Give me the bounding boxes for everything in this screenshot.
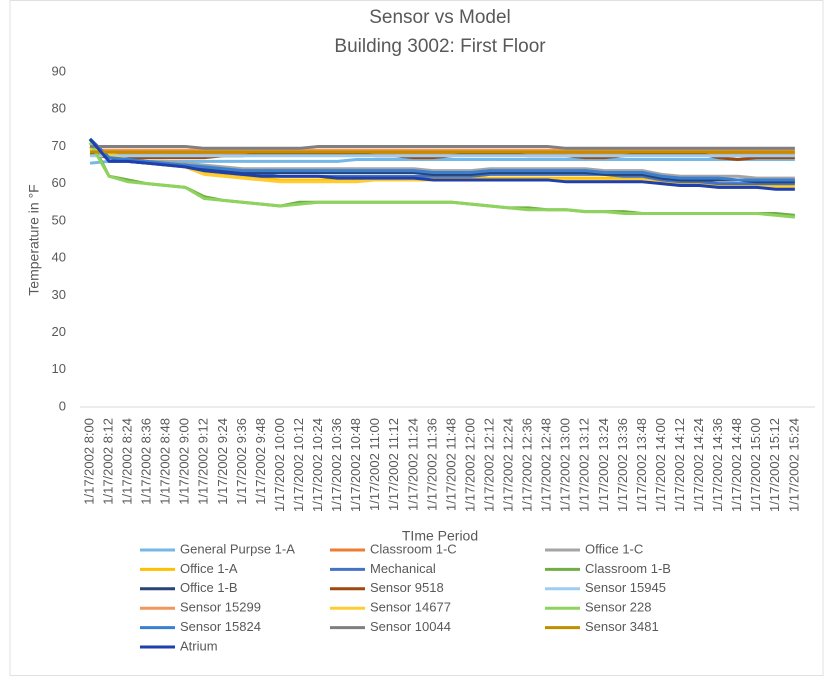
legend-label: Mechanical: [370, 561, 436, 576]
x-tick-label: 1/17/2002 10:24: [310, 418, 325, 512]
x-tick-label: 1/17/2002 11:00: [367, 418, 382, 511]
y-tick-label: 50: [52, 212, 66, 227]
x-tick-label: 1/17/2002 12:12: [481, 418, 496, 512]
x-tick-label: 1/17/2002 10:12: [291, 418, 306, 512]
x-tick-label: 1/17/2002 9:24: [215, 418, 230, 505]
series-line: [88, 137, 795, 184]
y-axis-label: Temperature in °F: [26, 184, 42, 295]
x-tick-label: 1/17/2002 9:36: [234, 418, 249, 505]
x-tick-label: 1/17/2002 8:36: [139, 418, 154, 505]
x-tick-label: 1/17/2002 12:36: [520, 418, 535, 512]
x-tick-label: 1/17/2002 13:48: [634, 418, 649, 512]
chart-frame: [9, 0, 824, 676]
y-tick-label: 20: [52, 324, 66, 339]
chart-subtitle: Building 3002: First Floor: [334, 36, 546, 57]
legend-label: Sensor 15945: [585, 580, 666, 595]
x-tick-label: 1/17/2002 9:12: [196, 418, 211, 505]
x-tick-label: 1/17/2002 12:48: [539, 418, 554, 512]
x-tick-label: 1/17/2002 11:12: [386, 418, 401, 511]
x-tick-label: 1/17/2002 13:00: [558, 418, 573, 512]
legend-label: Sensor 10044: [370, 619, 451, 634]
x-tick-label: 1/17/2002 12:00: [462, 418, 477, 512]
legend-label: Sensor 14677: [370, 600, 451, 615]
legend-label: Sensor 3481: [585, 619, 659, 634]
x-tick-label: 1/17/2002 12:24: [501, 418, 516, 512]
x-tick-label: 1/17/2002 9:00: [177, 418, 192, 505]
legend-label: Sensor 15824: [180, 619, 261, 634]
x-tick-label: 1/17/2002 8:24: [120, 418, 135, 505]
legend-label: Classroom 1-C: [370, 541, 457, 556]
x-tick-label: 1/17/2002 10:36: [329, 418, 344, 512]
x-tick-label: 1/17/2002 15:24: [786, 418, 801, 512]
legend-label: Sensor 15299: [180, 600, 261, 615]
series-line: [89, 145, 795, 188]
y-tick-label: 90: [52, 63, 66, 78]
x-tick-label: 1/17/2002 13:36: [615, 418, 630, 512]
legend-label: Office 1-A: [180, 561, 238, 576]
x-tick-label: 1/17/2002 13:12: [577, 418, 592, 512]
legend-label: Sensor 9518: [370, 580, 444, 595]
legend-label: Atrium: [180, 638, 218, 653]
legend-label: Classroom 1-B: [585, 561, 671, 576]
x-tick-label: 1/17/2002 10:48: [348, 418, 363, 512]
y-tick-label: 0: [59, 398, 66, 413]
legend-label: Office 1-B: [180, 580, 238, 595]
legend-label: Sensor 228: [585, 600, 652, 615]
y-tick-label: 60: [52, 175, 66, 190]
x-tick-label: 1/17/2002 11:24: [405, 418, 420, 511]
x-axis-label: TIme Period: [402, 528, 478, 544]
x-tick-label: 1/17/2002 8:48: [158, 418, 173, 505]
x-tick-label: 1/17/2002 14:48: [729, 418, 744, 512]
y-tick-label: 30: [52, 287, 66, 302]
y-tick-label: 10: [52, 361, 66, 376]
series-line: [88, 138, 795, 191]
x-tick-label: 1/17/2002 15:00: [748, 418, 763, 512]
series-line: [88, 137, 795, 182]
x-tick-label: 1/17/2002 14:24: [691, 418, 706, 512]
y-tick-label: 70: [52, 138, 66, 153]
series-line: [89, 145, 795, 180]
x-tick-label: 1/17/2002 8:00: [81, 418, 96, 505]
y-tick-label: 80: [52, 101, 66, 116]
chart-title: Sensor vs Model: [369, 7, 511, 28]
x-tick-label: 1/17/2002 13:24: [596, 418, 611, 512]
series-line: [89, 157, 795, 165]
y-tick-label: 40: [52, 250, 66, 265]
x-tick-label: 1/17/2002 14:12: [672, 418, 687, 512]
x-tick-label: 1/17/2002 8:12: [100, 418, 115, 505]
series-line: [90, 144, 795, 150]
legend-label: General Purpse 1-A: [180, 541, 295, 556]
x-tick-label: 1/17/2002 14:00: [653, 418, 668, 512]
x-tick-label: 1/17/2002 14:36: [710, 418, 725, 512]
legend-label: Office 1-C: [585, 541, 643, 556]
x-tick-label: 1/17/2002 9:48: [253, 418, 268, 505]
x-tick-label: 1/17/2002 11:48: [443, 418, 458, 511]
x-tick-label: 1/17/2002 11:36: [424, 418, 439, 511]
x-tick-label: 1/17/2002 10:00: [272, 418, 287, 512]
x-tick-label: 1/17/2002 15:12: [767, 418, 782, 512]
series-line: [88, 141, 795, 219]
